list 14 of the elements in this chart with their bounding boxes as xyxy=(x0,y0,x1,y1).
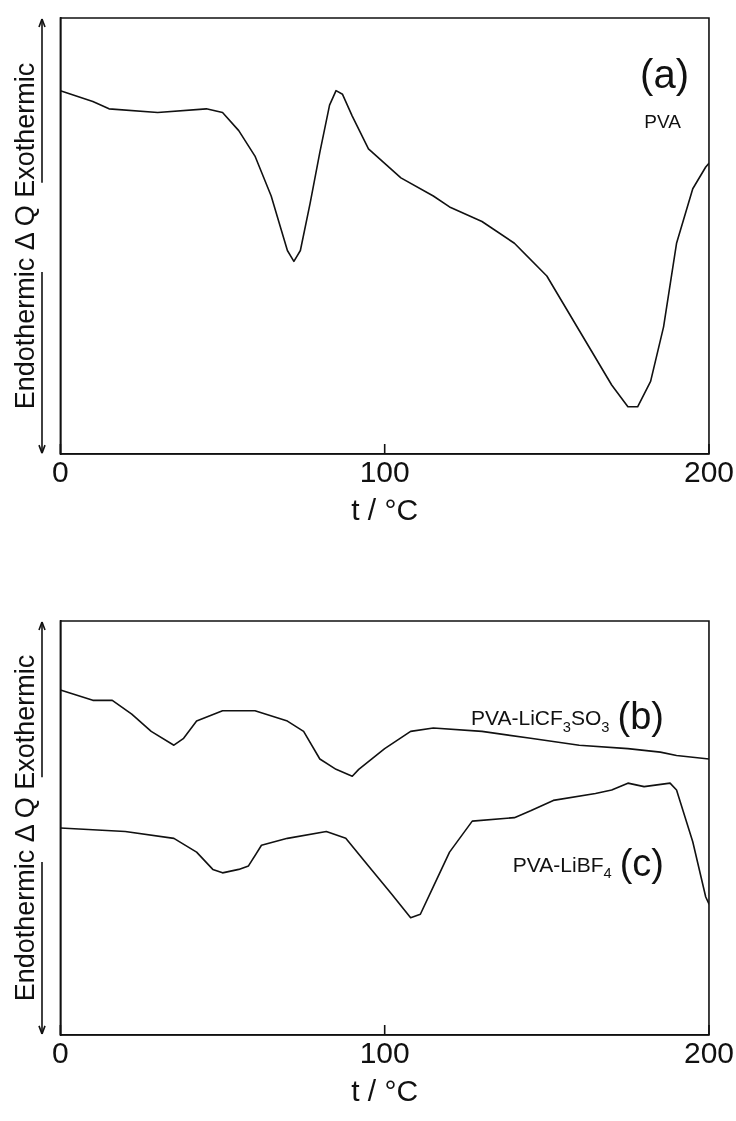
x-tick-label: 200 xyxy=(683,1036,734,1070)
x-tick-label: 100 xyxy=(359,1036,410,1070)
x-tick-label: 100 xyxy=(359,455,410,489)
x-axis-title: t / °C xyxy=(351,1074,419,1108)
x-tick-label: 200 xyxy=(683,455,734,489)
annotation: (c) xyxy=(619,842,664,885)
annotation: (b) xyxy=(617,695,664,738)
annotation: (a) xyxy=(640,52,689,96)
y-axis-title: Endothermic Δ Q Exothermic xyxy=(9,654,40,1002)
x-tick-label: 0 xyxy=(52,455,69,489)
y-axis-title: Endothermic Δ Q Exothermic xyxy=(9,62,40,410)
x-tick-label: 0 xyxy=(52,1036,69,1070)
x-axis-title: t / °C xyxy=(351,493,419,527)
text: PVA xyxy=(644,111,682,132)
